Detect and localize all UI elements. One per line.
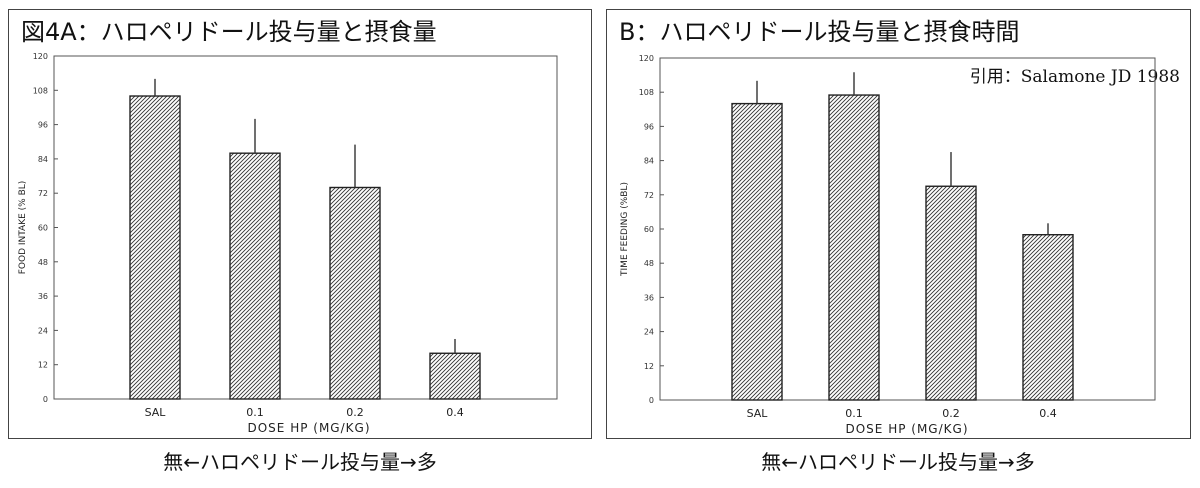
y-tick-label: 108 bbox=[33, 86, 48, 95]
y-axis-title: FOOD INTAKE (% BL) bbox=[18, 181, 28, 275]
citation-label: 引用：Salamone JD 1988 bbox=[969, 67, 1180, 87]
bar-SAL bbox=[731, 102, 783, 401]
bar-0.2 bbox=[925, 185, 977, 401]
y-tick-label: 96 bbox=[38, 121, 48, 130]
y-tick-label: 48 bbox=[644, 259, 654, 268]
dose-caption: 無←ハロペリドール投与量→多 bbox=[761, 450, 1035, 474]
chart-title: B：ハロペリドール投与量と摂食時間 bbox=[619, 18, 1020, 46]
x-tick-label: SAL bbox=[145, 406, 167, 419]
bar-SAL bbox=[129, 95, 181, 400]
x-tick-label: 0.4 bbox=[1039, 407, 1057, 420]
food-intake-bar-chart: 0 12 24 36 48 60 72 84 96 108 120 SAL 0.1 0.2 0.4 DOSE … bbox=[18, 52, 558, 435]
time-feeding-bar-chart: 0 12 24 36 48 60 72 84 96 108 120 SAL 0.1 0.2 0.4 DOSE … bbox=[620, 54, 1156, 436]
dose-caption: 無←ハロペリドール投与量→多 bbox=[163, 450, 437, 474]
y-tick-label: 72 bbox=[644, 191, 654, 200]
bar-0.4 bbox=[429, 352, 481, 400]
chart-panel-time-feeding: B：ハロペリドール投与量と摂食時間 引用：Salamone JD 1988 0 1… bbox=[606, 9, 1191, 439]
y-tick-label: 36 bbox=[644, 293, 654, 302]
y-tick-label: 12 bbox=[644, 362, 654, 371]
x-axis-title: DOSE HP (MG/KG) bbox=[248, 421, 371, 435]
y-tick-label: 24 bbox=[38, 326, 48, 335]
x-tick-label: 0.2 bbox=[346, 406, 364, 419]
bar-0.1 bbox=[828, 94, 880, 401]
x-tick-label: 0.4 bbox=[446, 406, 464, 419]
chart-panel-food-intake: 図4A：ハロペリドール投与量と摂食量 0 12 24 36 48 60 72 84 96 108 1… bbox=[8, 9, 592, 439]
y-tick-label: 36 bbox=[38, 292, 48, 301]
y-tick-label: 72 bbox=[38, 189, 48, 198]
x-tick-label: 0.2 bbox=[942, 407, 960, 420]
y-tick-label: 0 bbox=[649, 396, 654, 405]
bar-0.1 bbox=[229, 152, 281, 400]
y-tick-label: 84 bbox=[644, 157, 654, 166]
bar-0.2 bbox=[329, 186, 381, 400]
x-tick-label: 0.1 bbox=[845, 407, 863, 420]
y-tick-label: 48 bbox=[38, 258, 48, 267]
y-tick-label: 24 bbox=[644, 328, 654, 337]
y-tick-label: 60 bbox=[38, 224, 48, 233]
y-tick-label: 60 bbox=[644, 225, 654, 234]
y-tick-label: 120 bbox=[33, 52, 48, 61]
y-tick-label: 12 bbox=[38, 361, 48, 370]
y-tick-label: 96 bbox=[644, 122, 654, 131]
y-tick-label: 108 bbox=[639, 88, 654, 97]
x-axis-title: DOSE HP (MG/KG) bbox=[846, 422, 969, 436]
y-tick-label: 120 bbox=[639, 54, 654, 63]
y-tick-label: 84 bbox=[38, 155, 48, 164]
x-tick-label: 0.1 bbox=[246, 406, 264, 419]
y-tick-label: 0 bbox=[43, 395, 48, 404]
x-tick-label: SAL bbox=[747, 407, 769, 420]
y-axis-title: TIME FEEDING (%BL) bbox=[620, 182, 630, 277]
chart-title: 図4A：ハロペリドール投与量と摂食量 bbox=[21, 18, 437, 46]
bar-0.4 bbox=[1022, 233, 1074, 401]
